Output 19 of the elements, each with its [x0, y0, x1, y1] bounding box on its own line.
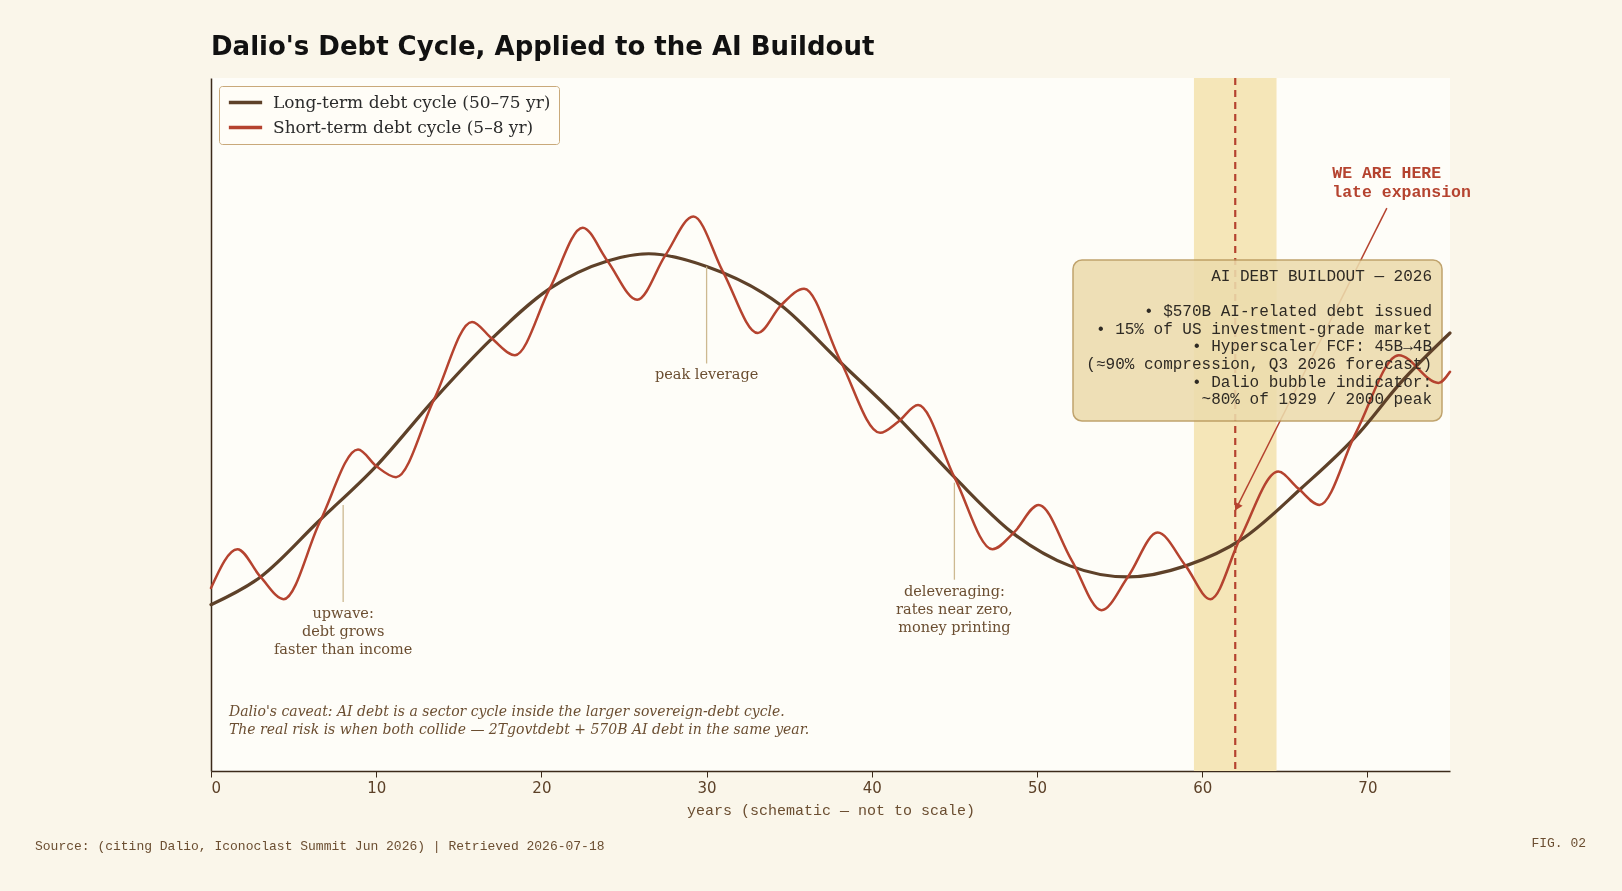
x-tick-label: 50: [1027, 778, 1048, 797]
x-tick-label: 40: [862, 778, 882, 797]
caption: FIG. 02: [1531, 836, 1586, 851]
annotation: deleveraging: rates near zero, money printing: [896, 582, 1013, 635]
annotation: WE ARE HERE late expansion: [1332, 164, 1471, 202]
annotation: upwave: debt grows faster than income: [274, 604, 413, 657]
x-tick-label: 0: [211, 778, 222, 797]
x-tick-label: 60: [1193, 778, 1213, 797]
source-note: Source: (citing Dalio, Iconoclast Summit Jun 2026) | Retrieved 2026-07-18: [35, 839, 605, 854]
x-tick-label: 30: [697, 778, 717, 797]
x-tick-label: 70: [1358, 778, 1378, 797]
annotation: peak leverage: [654, 366, 759, 383]
legend-label: Short-term debt cycle (5–8 yr): [273, 116, 534, 137]
annotation: Dalio's caveat: AI debt is a sector cycle inside the larger sovereign-debt cycle. The real risk is when both collide — 2Tgovtdebt + 570B AI debt in the same year.: [228, 703, 810, 737]
legend-label: Long-term debt cycle (50–75 yr): [273, 91, 551, 112]
x-axis-title: years (schematic — not to scale): [686, 802, 976, 820]
x-tick-label: 20: [532, 778, 552, 797]
x-tick-label: 10: [367, 778, 387, 797]
chart-title: Dalio's Debt Cycle, Applied to the AI Buildout: [211, 30, 875, 61]
